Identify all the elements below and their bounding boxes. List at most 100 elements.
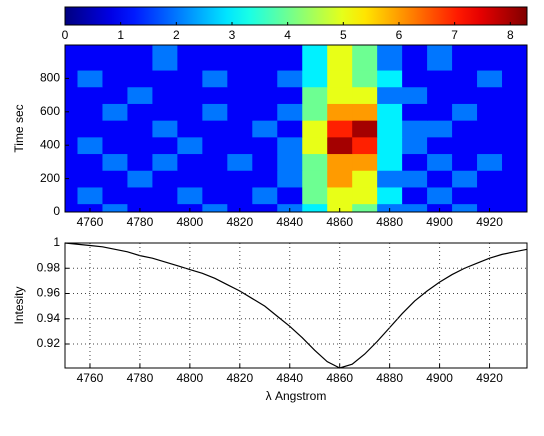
- contour-cell: [102, 186, 128, 205]
- y-tick-label: 0.98: [37, 260, 61, 274]
- contour-cell: [202, 103, 228, 121]
- contour-cell: [152, 86, 178, 104]
- contour-cell: [65, 136, 78, 155]
- x-tick-label: 4760: [77, 371, 104, 385]
- contour-cell: [477, 103, 503, 121]
- contour-cell: [277, 153, 303, 171]
- contour-cell: [352, 86, 378, 104]
- contour-cell: [402, 203, 428, 213]
- contour-cell: [327, 186, 353, 205]
- y-tick-label: 0.92: [37, 336, 61, 350]
- contour-cell: [252, 86, 278, 104]
- x-tick-label: 4800: [177, 371, 204, 385]
- contour-cell: [402, 103, 428, 121]
- contour-cell: [202, 136, 228, 155]
- contour-cell: [402, 120, 428, 138]
- contour-cell: [477, 153, 503, 171]
- contour-cell: [477, 120, 503, 138]
- contour-cell: [202, 203, 228, 213]
- contour-cell: [427, 153, 453, 171]
- contour-cell: [352, 186, 378, 205]
- contour-cell: [327, 45, 353, 71]
- x-tick-label: 4880: [376, 371, 403, 385]
- contour-cell: [102, 153, 128, 171]
- y-tick-label: 800: [40, 71, 60, 85]
- contour-cell: [327, 153, 353, 171]
- contour-cell: [227, 153, 253, 171]
- x-tick-label: 4920: [476, 371, 503, 385]
- contour-cell: [102, 136, 128, 155]
- contour-cell: [152, 170, 178, 188]
- x-tick-label: 4860: [326, 215, 353, 229]
- colorbar-tick-label: 4: [284, 28, 291, 42]
- contour-cell: [477, 70, 503, 88]
- x-tick-label: 4820: [226, 215, 253, 229]
- contour-cell: [277, 103, 303, 121]
- contour-cell: [302, 70, 328, 88]
- contour-cell: [402, 136, 428, 155]
- contour-cell: [402, 70, 428, 88]
- contour-cell: [65, 153, 78, 171]
- contour-cell: [77, 70, 103, 88]
- contour-cell: [152, 120, 178, 138]
- x-tick-label: 4800: [177, 215, 204, 229]
- contour-cell: [152, 136, 178, 155]
- contour-cell: [327, 170, 353, 188]
- contour-cell: [402, 86, 428, 104]
- contour-cell: [77, 186, 103, 205]
- contour-cell: [65, 70, 78, 88]
- contour-cell: [327, 103, 353, 121]
- contour-cell: [102, 203, 128, 213]
- contour-cell: [452, 120, 478, 138]
- contour-cell: [352, 170, 378, 188]
- contour-cell: [427, 86, 453, 104]
- contour-cell: [477, 45, 503, 71]
- contour-cell: [152, 103, 178, 121]
- contour-cell: [427, 45, 453, 71]
- y-axis-label: Time sec: [12, 104, 26, 152]
- axes-box: [64, 242, 528, 369]
- contour-cell: [227, 170, 253, 188]
- contour-cell: [177, 120, 203, 138]
- contour-cell: [102, 120, 128, 138]
- contour-cell: [227, 120, 253, 138]
- contour-cell: [252, 170, 278, 188]
- contour-cell: [427, 136, 453, 155]
- contour-cell: [502, 170, 528, 188]
- contour-cell: [152, 70, 178, 88]
- contour-cell: [277, 45, 303, 71]
- contour-cell: [252, 153, 278, 171]
- colorbar-tick-label: 0: [62, 28, 69, 42]
- x-tick-label: 4780: [127, 371, 154, 385]
- contour-cell: [302, 136, 328, 155]
- contour-cell: [227, 103, 253, 121]
- contour-cell: [277, 120, 303, 138]
- contour-cell: [452, 70, 478, 88]
- contour-cell: [177, 136, 203, 155]
- colorbar-tick-label: 3: [229, 28, 236, 42]
- contour-cell: [202, 45, 228, 71]
- contour-cell: [477, 86, 503, 104]
- contour-cell: [277, 136, 303, 155]
- contour-cell: [427, 170, 453, 188]
- x-tick-label: 4860: [326, 371, 353, 385]
- contour-cell: [65, 45, 78, 71]
- contour-cell: [102, 103, 128, 121]
- x-tick-label: 4900: [426, 215, 453, 229]
- contour-cell: [502, 186, 528, 205]
- contour-cell: [377, 70, 403, 88]
- contour-cell: [227, 70, 253, 88]
- contour-cell: [202, 170, 228, 188]
- contour-cell: [352, 45, 378, 71]
- x-tick-label: 4820: [226, 371, 253, 385]
- contour-cell: [352, 153, 378, 171]
- y-tick-label: 0: [53, 204, 60, 218]
- contour-cell: [377, 103, 403, 121]
- contour-cell: [127, 86, 153, 104]
- contour-cell: [377, 153, 403, 171]
- y-tick-label: 600: [40, 104, 60, 118]
- colorbar-tick-label: 6: [396, 28, 403, 42]
- colorbar: [64, 6, 528, 26]
